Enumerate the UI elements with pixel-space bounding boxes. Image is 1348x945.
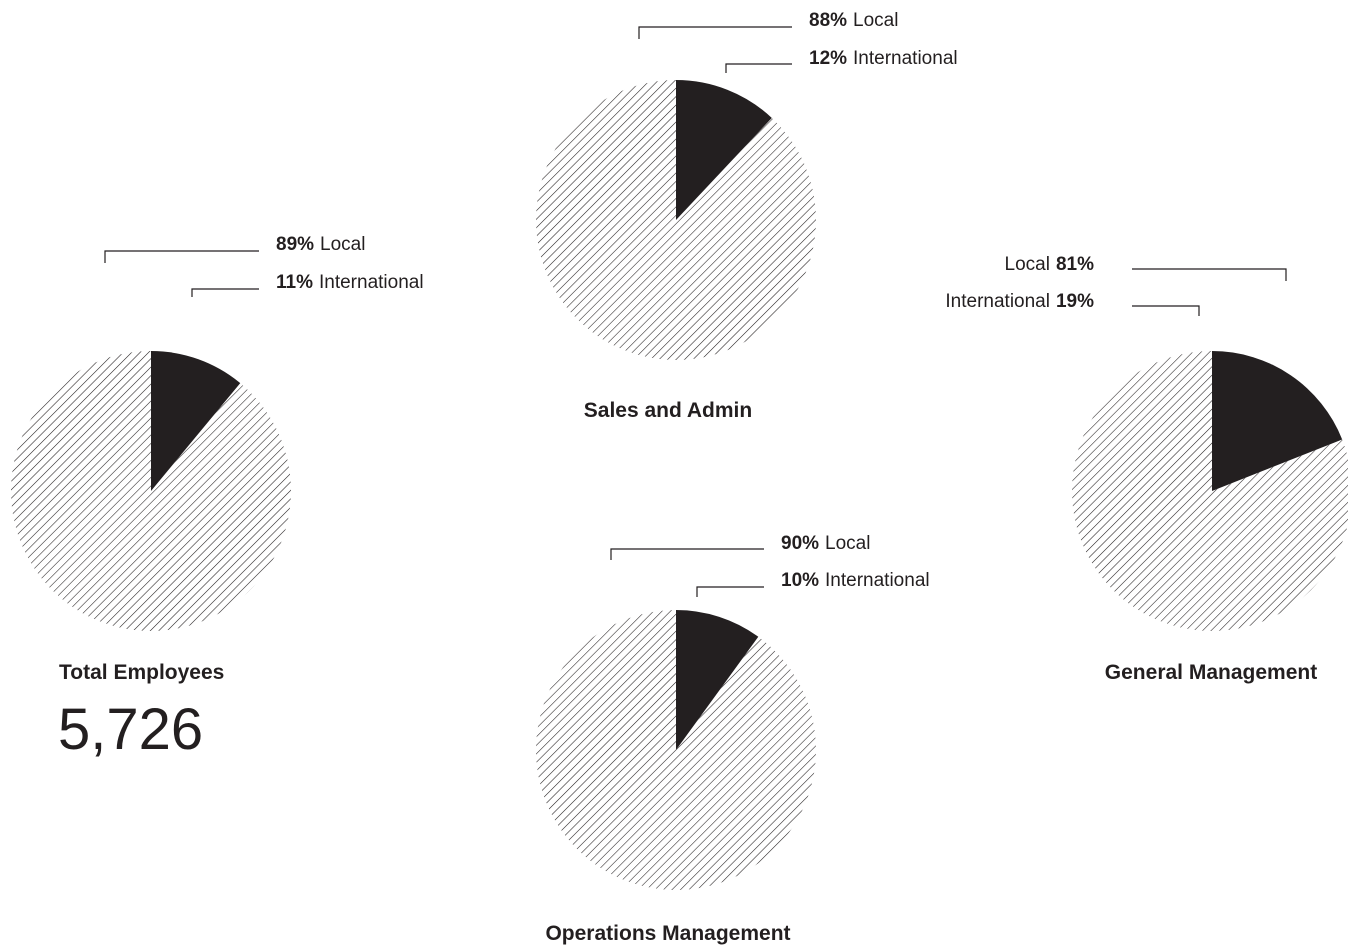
label-international: International 19% [945, 291, 1094, 312]
label-local: 88% Local [809, 10, 898, 31]
pie-total-employees: 89% Local 11% International Total Employee… [10, 234, 424, 762]
label-international: 11% International [276, 272, 424, 293]
chart-title: Sales and Admin [584, 399, 752, 422]
leader-line-local [1132, 268, 1287, 281]
pie-slice-international [1212, 351, 1343, 491]
pie-sales-and-admin: 88% Local 12% International Sales and Admi… [536, 10, 958, 422]
leader-line-international [1132, 305, 1200, 316]
pie-slice-local [10, 351, 291, 631]
leader-line-international [696, 586, 764, 597]
total-employees-count: 5,726 [58, 697, 203, 762]
label-local: 90% Local [781, 533, 870, 554]
pie-general-management: Local 81% International 19% General Manage… [945, 254, 1348, 684]
pie-slice-international [676, 80, 772, 220]
label-international: 10% International [781, 570, 930, 591]
leader-line-international [725, 63, 792, 73]
chart-title: Total Employees [59, 661, 224, 684]
pie-slice-international [151, 351, 241, 491]
pie-slice-local [536, 80, 817, 360]
leader-line-international [191, 288, 259, 297]
leader-line-local [104, 250, 259, 263]
pie-slice-local [535, 610, 816, 890]
leader-line-local [638, 26, 792, 39]
pie-slice-local [1072, 351, 1348, 631]
label-local: 89% Local [276, 234, 365, 255]
label-international: 12% International [809, 48, 958, 69]
chart-title: Operations Management [545, 922, 790, 945]
pie-slice-international [676, 610, 759, 750]
chart-title: General Management [1105, 661, 1317, 684]
leader-line-local [610, 548, 764, 560]
pie-operations-management: 90% Local 10% International Operations Man… [535, 533, 930, 945]
label-local: Local 81% [1005, 254, 1095, 275]
